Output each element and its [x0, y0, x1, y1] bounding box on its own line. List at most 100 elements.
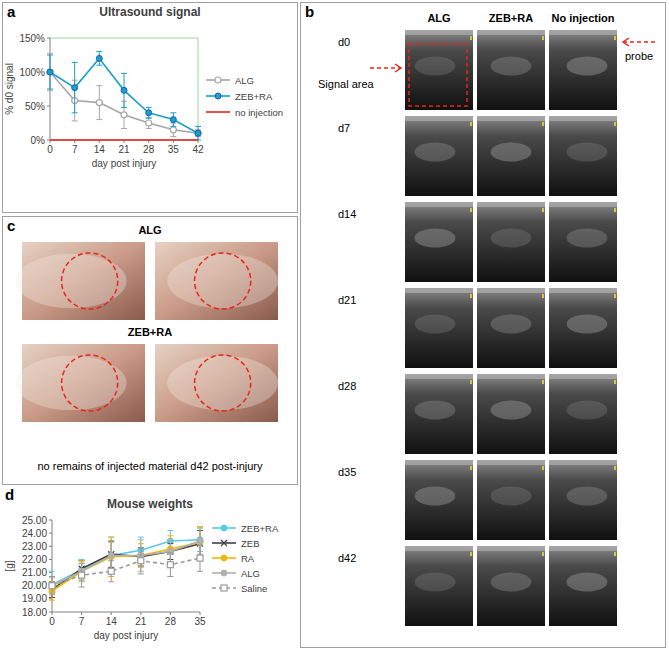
y-tick-label: 23.00 — [22, 541, 47, 552]
ultrasound-image — [405, 460, 473, 540]
image-probe-band — [405, 116, 473, 121]
figure: abcdUltrasound signal0%50%100%150%071421… — [0, 0, 669, 651]
image-texture — [491, 486, 532, 505]
image-marker — [614, 466, 616, 470]
error-bar — [121, 73, 127, 107]
error-bar — [108, 537, 114, 576]
annotation: probe — [625, 50, 653, 62]
ultrasound-image — [405, 374, 473, 454]
series — [49, 527, 203, 601]
error-bar — [47, 55, 53, 89]
image-marker — [470, 122, 472, 126]
image-texture — [567, 56, 608, 75]
marker — [170, 117, 176, 123]
x-tick — [170, 612, 171, 615]
marker — [197, 555, 203, 561]
y-tick-label: 0% — [31, 135, 46, 146]
ultrasound-image — [477, 374, 545, 454]
legend-label: no injection — [235, 107, 283, 118]
legend-label: Saline — [241, 583, 267, 594]
image-marker — [614, 208, 616, 212]
error-bar — [108, 561, 114, 582]
row-label: d35 — [338, 466, 356, 478]
ultrasound-image — [477, 30, 545, 110]
signal-area-box — [409, 44, 467, 106]
error-bar — [138, 548, 144, 574]
image-marker — [614, 552, 616, 556]
image-probe-band — [477, 288, 545, 293]
ultrasound-image — [477, 116, 545, 196]
legend-label: ZEB+RA — [241, 523, 279, 534]
error-bar — [96, 86, 102, 120]
marker — [108, 552, 114, 558]
x-tick — [140, 612, 141, 615]
ultrasound-image — [549, 116, 617, 196]
error-bar — [170, 113, 176, 127]
row-label: d14 — [338, 208, 356, 220]
row-label: d21 — [338, 294, 356, 306]
legend-label: ZEB — [241, 538, 259, 549]
error-bar — [96, 52, 102, 66]
series — [49, 528, 203, 598]
chart: Ultrasound signal0%50%100%150%0714212835… — [4, 5, 283, 169]
error-bar — [195, 126, 201, 140]
series — [49, 545, 203, 595]
series — [50, 140, 198, 141]
panel-frame — [3, 3, 298, 213]
y-tick-label: 25.00 — [22, 515, 47, 526]
row-label: d28 — [338, 380, 356, 392]
image-probe-band — [477, 116, 545, 121]
region-circle — [195, 253, 251, 309]
arrowhead — [623, 38, 629, 46]
y-tick — [47, 38, 50, 39]
legend-marker — [221, 525, 227, 531]
x-axis-title: day post injury — [94, 630, 158, 641]
x-tick-label: 14 — [94, 144, 106, 155]
x-axis-title: day post injury — [92, 158, 156, 169]
photo — [155, 344, 278, 422]
ultrasound-image — [549, 546, 617, 626]
group-title: ALG — [138, 224, 161, 236]
row-label: d42 — [338, 552, 356, 564]
row-label: d0 — [338, 36, 350, 48]
error-bar — [146, 118, 152, 129]
image-probe-band — [549, 30, 617, 35]
x-axis — [50, 140, 198, 141]
image-texture — [567, 228, 608, 247]
series — [49, 528, 203, 594]
legend-label: RA — [241, 553, 255, 564]
photo-texture — [167, 254, 278, 309]
group-title: ZEB+RA — [128, 326, 172, 338]
y-tick-label: 24.00 — [22, 528, 47, 539]
image-marker — [470, 466, 472, 470]
image-texture — [567, 400, 608, 419]
image-texture — [415, 314, 456, 333]
series-line — [50, 72, 198, 133]
image-texture — [415, 142, 456, 161]
error-bar — [197, 545, 203, 571]
series-line — [50, 58, 198, 133]
image-probe-band — [477, 202, 545, 207]
legend-label: ALG — [235, 75, 254, 86]
marker — [108, 552, 114, 558]
photo-texture — [167, 356, 278, 411]
x-tick-label: 0 — [47, 144, 53, 155]
y-tick — [49, 546, 52, 547]
x-tick — [111, 612, 112, 615]
x-tick — [81, 612, 82, 615]
image-texture — [415, 56, 456, 75]
image-probe-band — [405, 546, 473, 551]
series-line — [52, 558, 200, 586]
image-texture — [415, 400, 456, 419]
ultrasound-image — [405, 288, 473, 368]
image-probe-band — [405, 460, 473, 465]
error-bar — [49, 577, 55, 595]
marker — [108, 568, 114, 574]
image-texture — [415, 228, 456, 247]
y-tick-label: 50% — [25, 101, 45, 112]
image-marker — [542, 208, 544, 212]
marker — [146, 110, 152, 116]
marker — [121, 87, 127, 93]
series-line — [52, 544, 200, 590]
arrow — [624, 41, 655, 43]
